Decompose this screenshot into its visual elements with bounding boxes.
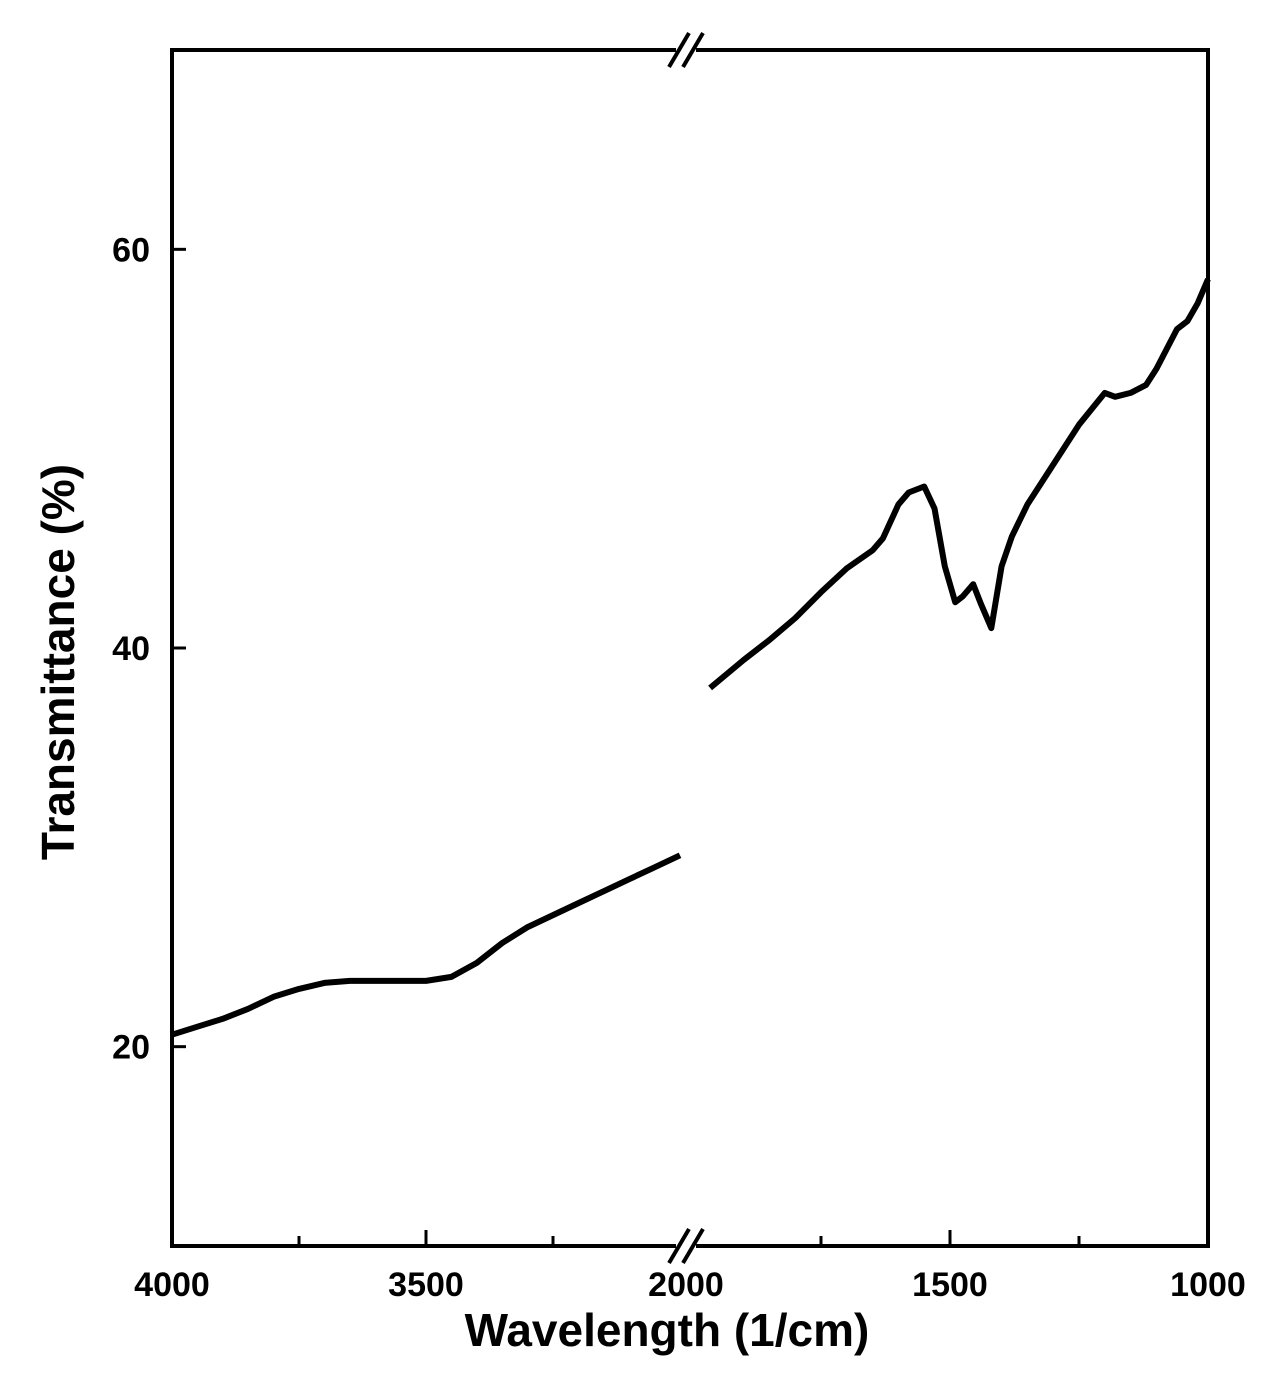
y-tick-label: 20 <box>112 1029 150 1067</box>
axis-break-marks <box>667 31 705 1265</box>
y-tick-label: 60 <box>112 231 150 269</box>
break-slash-top-2 <box>681 31 705 69</box>
y-axis-label: Transmittance (%) <box>32 464 84 860</box>
axis-ticks <box>172 247 1081 1246</box>
tick-labels: 20 40 60 4000 3500 2000 1500 1000 <box>112 231 1246 1304</box>
x-tick-label: 4000 <box>134 1266 210 1304</box>
x-tick-label: 1500 <box>912 1266 988 1304</box>
y-tick-label: 40 <box>112 630 150 668</box>
plot-frame <box>170 48 1210 1248</box>
spectrum-curve <box>171 278 1211 1038</box>
x-tick-label: 1000 <box>1170 1266 1246 1304</box>
x-tick-label: 3500 <box>388 1266 464 1304</box>
x-tick-label: 2000 <box>648 1266 724 1304</box>
break-slash-top-1 <box>667 31 691 69</box>
spectrum-segment-2 <box>708 278 1211 691</box>
spectrum-segment-1 <box>171 852 682 1038</box>
break-slash-bottom-1 <box>667 1227 691 1265</box>
x-axis-label: Wavelength (1/cm) <box>465 1304 870 1356</box>
break-slash-bottom-2 <box>681 1227 705 1265</box>
